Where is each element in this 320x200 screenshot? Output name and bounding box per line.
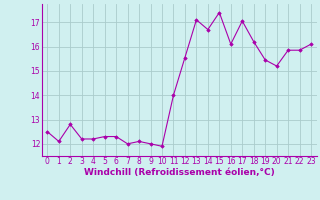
X-axis label: Windchill (Refroidissement éolien,°C): Windchill (Refroidissement éolien,°C)	[84, 168, 275, 177]
